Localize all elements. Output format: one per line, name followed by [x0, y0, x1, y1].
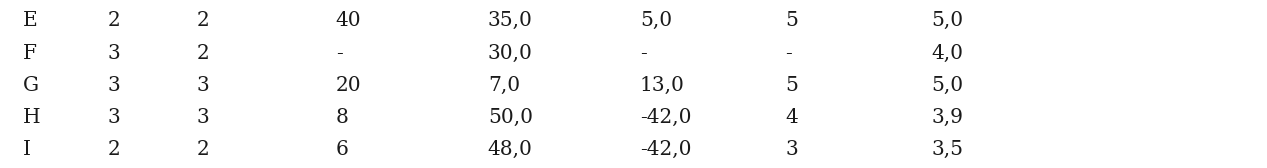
- Text: 7,0: 7,0: [488, 76, 519, 95]
- Text: 13,0: 13,0: [640, 76, 684, 95]
- Text: -: -: [786, 44, 792, 63]
- Text: 2: 2: [196, 140, 209, 159]
- Text: 35,0: 35,0: [488, 11, 532, 30]
- Text: 8: 8: [336, 108, 348, 127]
- Text: 5,0: 5,0: [931, 76, 963, 95]
- Text: 2: 2: [108, 140, 120, 159]
- Text: 3,5: 3,5: [931, 140, 963, 159]
- Text: 5: 5: [786, 11, 798, 30]
- Text: 40: 40: [336, 11, 361, 30]
- Text: H: H: [23, 108, 41, 127]
- Text: 3: 3: [196, 108, 209, 127]
- Text: 6: 6: [336, 140, 348, 159]
- Text: 3: 3: [108, 76, 120, 95]
- Text: 3,9: 3,9: [931, 108, 963, 127]
- Text: -42,0: -42,0: [640, 108, 692, 127]
- Text: E: E: [23, 11, 38, 30]
- Text: 2: 2: [108, 11, 120, 30]
- Text: 48,0: 48,0: [488, 140, 532, 159]
- Text: 5,0: 5,0: [640, 11, 672, 30]
- Text: -: -: [336, 44, 342, 63]
- Text: F: F: [23, 44, 37, 63]
- Text: G: G: [23, 76, 39, 95]
- Text: 3: 3: [196, 76, 209, 95]
- Text: -: -: [640, 44, 646, 63]
- Text: 5,0: 5,0: [931, 11, 963, 30]
- Text: -42,0: -42,0: [640, 140, 692, 159]
- Text: 4: 4: [786, 108, 798, 127]
- Text: 3: 3: [108, 108, 120, 127]
- Text: 50,0: 50,0: [488, 108, 533, 127]
- Text: 30,0: 30,0: [488, 44, 532, 63]
- Text: 2: 2: [196, 11, 209, 30]
- Text: 3: 3: [108, 44, 120, 63]
- Text: 20: 20: [336, 76, 361, 95]
- Text: 4,0: 4,0: [931, 44, 963, 63]
- Text: 3: 3: [786, 140, 798, 159]
- Text: I: I: [23, 140, 30, 159]
- Text: 5: 5: [786, 76, 798, 95]
- Text: 2: 2: [196, 44, 209, 63]
